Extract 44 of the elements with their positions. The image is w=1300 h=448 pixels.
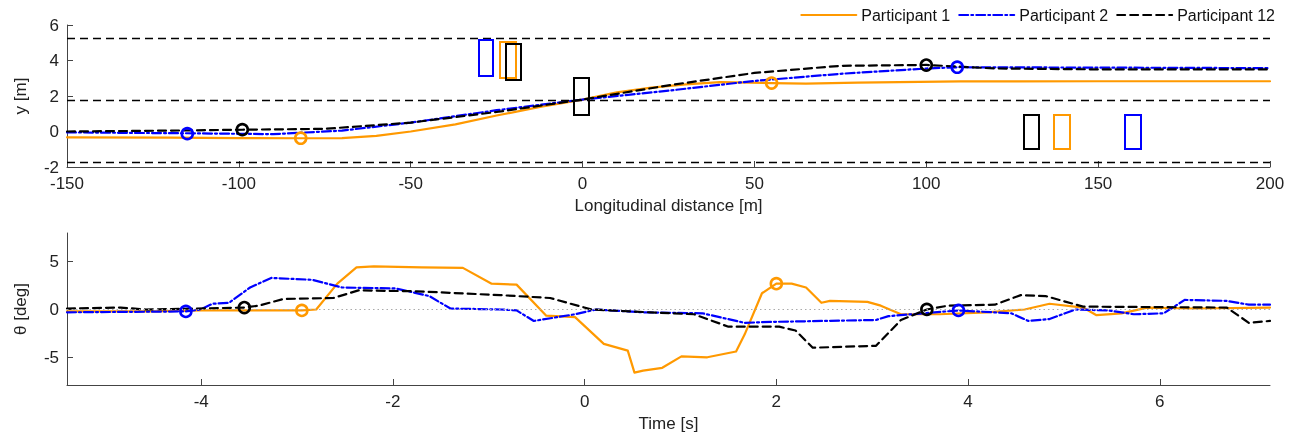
x-tick-label: -100 — [221, 174, 256, 193]
legend-label: Participant 2 — [1019, 6, 1109, 24]
point — [919, 58, 934, 72]
x-tick-label: -4 — [193, 392, 209, 411]
line-series — [65, 276, 1272, 324]
x-tick-label: -150 — [49, 174, 85, 193]
x-tick-label: -2 — [385, 392, 401, 411]
point — [237, 300, 252, 315]
point — [179, 304, 193, 319]
x-axis-title: Longitudinal distance [m] — [574, 196, 763, 215]
x-axis-title: Time [s] — [638, 414, 699, 433]
point — [764, 76, 779, 90]
point — [951, 303, 966, 318]
x-tick-label: 100 — [912, 174, 941, 193]
y-tick-label: 0 — [49, 299, 59, 319]
line-series — [65, 289, 1272, 349]
point — [920, 302, 934, 317]
x-tick-label: 150 — [1083, 174, 1113, 193]
x-tick-label: 6 — [1155, 392, 1165, 411]
y-axis-title: θ [deg] — [11, 283, 30, 335]
point — [235, 122, 250, 137]
point — [180, 126, 195, 141]
x-tick-label: 50 — [744, 174, 764, 193]
x-tick-label: 0 — [577, 174, 588, 193]
y-tick-label: 5 — [49, 252, 59, 272]
point — [950, 60, 965, 75]
point — [769, 276, 784, 291]
y-tick-label: 4 — [49, 51, 59, 70]
x-tick-label: 200 — [1255, 174, 1285, 193]
point — [295, 303, 309, 318]
x-tick-label: 4 — [963, 392, 973, 411]
y-tick-label: 6 — [49, 15, 59, 35]
y-tick-label: -5 — [43, 347, 59, 367]
legend-label: Participant 1 — [861, 6, 951, 24]
x-tick-label: -50 — [398, 174, 423, 193]
y-tick-label: 2 — [49, 86, 59, 106]
legend-label: Participant 12 — [1177, 6, 1276, 24]
y-tick-label: 0 — [49, 122, 59, 141]
y-axis-title: y [m] — [11, 77, 30, 115]
line-series — [65, 265, 1272, 374]
point — [293, 131, 308, 146]
x-tick-label: 0 — [579, 392, 590, 411]
x-tick-label: 2 — [771, 392, 782, 411]
y-tick-label: -2 — [43, 157, 59, 177]
